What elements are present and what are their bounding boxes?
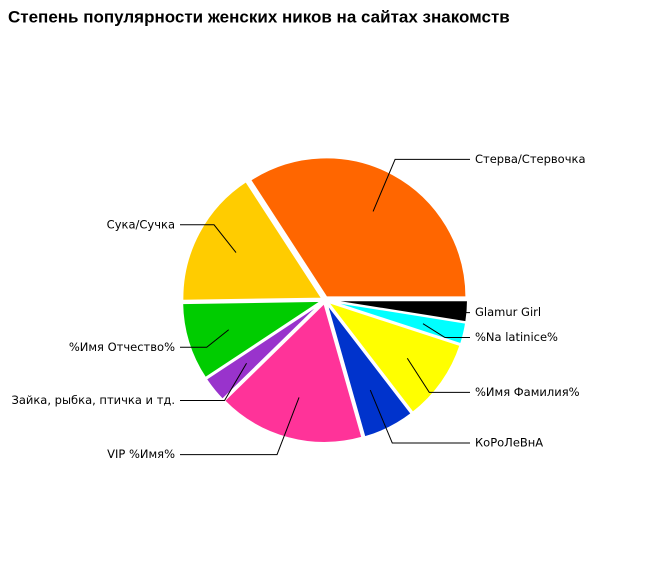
slice-label: Стерва/Стервочка [475,152,586,166]
slice-label: Сука/Сучка [107,217,175,231]
slice-label: %Na latinice% [475,330,558,344]
slice-label: %Имя Отчество% [69,340,175,354]
slice-label: Glamur Girl [475,305,541,319]
pie-slice [248,156,468,299]
pie-slice [325,302,414,439]
leader-line [180,224,237,253]
leader-line [180,397,300,456]
leader-line [372,158,470,212]
pie-slice [181,179,325,302]
leader-line [180,363,247,401]
leader-line [369,389,470,444]
slice-label: VIP %Имя% [107,447,175,461]
leader-line [422,323,470,339]
pie-slice [327,299,468,346]
slice-label: Зайка, рыбка, птичка и тд. [11,393,175,407]
leader-line [425,307,470,314]
pie-slice [222,301,364,444]
slice-label: %Имя Фамилия% [475,385,580,399]
pie-slice [204,301,324,402]
chart-title: Степень популярности женских ников на са… [8,7,510,26]
pie-slice [324,299,462,415]
pie-slice [181,299,326,380]
slice-label: КоРоЛеВнА [475,435,543,449]
leader-line [406,357,470,393]
leader-line [180,329,230,348]
